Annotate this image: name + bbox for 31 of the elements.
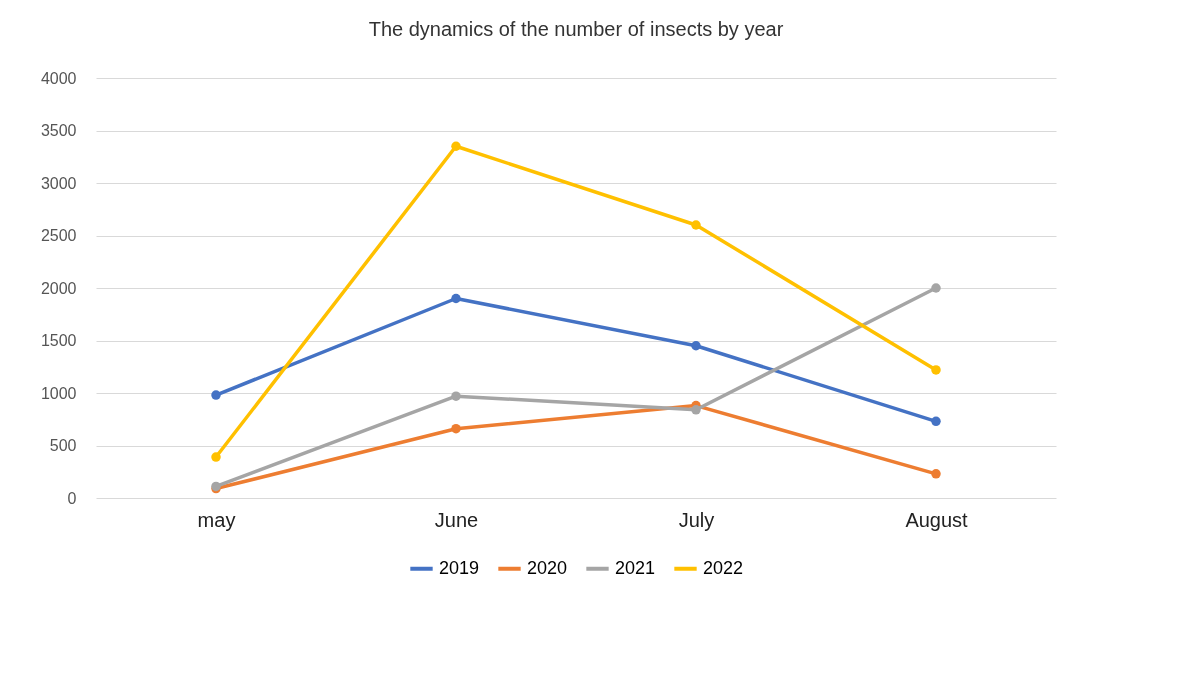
legend-label: 2020 [527,557,568,578]
point [451,293,461,304]
y-tick-label: 1000 [40,384,77,402]
point [211,390,221,400]
legend-label: 2021 [615,557,656,578]
point [691,341,701,351]
point [931,416,941,427]
y-tick-label: 500 [49,437,77,454]
x-tick-label: July [678,508,715,531]
legend-label: 2019 [439,557,480,578]
point [691,220,701,230]
point [691,405,701,415]
x-tick-label: may [197,508,236,531]
point [931,283,941,293]
point [451,391,461,401]
y-tick-label: 2500 [40,227,77,244]
point [211,452,221,462]
point [451,423,461,434]
point [931,365,941,375]
y-tick-label: 1500 [40,332,77,349]
point [931,469,941,479]
y-tick-label: 4000 [40,69,77,87]
y-tick-label: 0 [67,489,77,507]
y-tick-label: 3500 [40,122,77,139]
point [451,141,461,151]
y-tick-label: 3000 [40,174,77,192]
y-tick-label: 2000 [40,279,77,297]
x-tick-label: June [434,508,479,531]
chart-title: The dynamics of the number of insects by year [368,18,784,40]
x-tick-label: August [905,508,969,531]
legend-label: 2022 [703,557,744,578]
